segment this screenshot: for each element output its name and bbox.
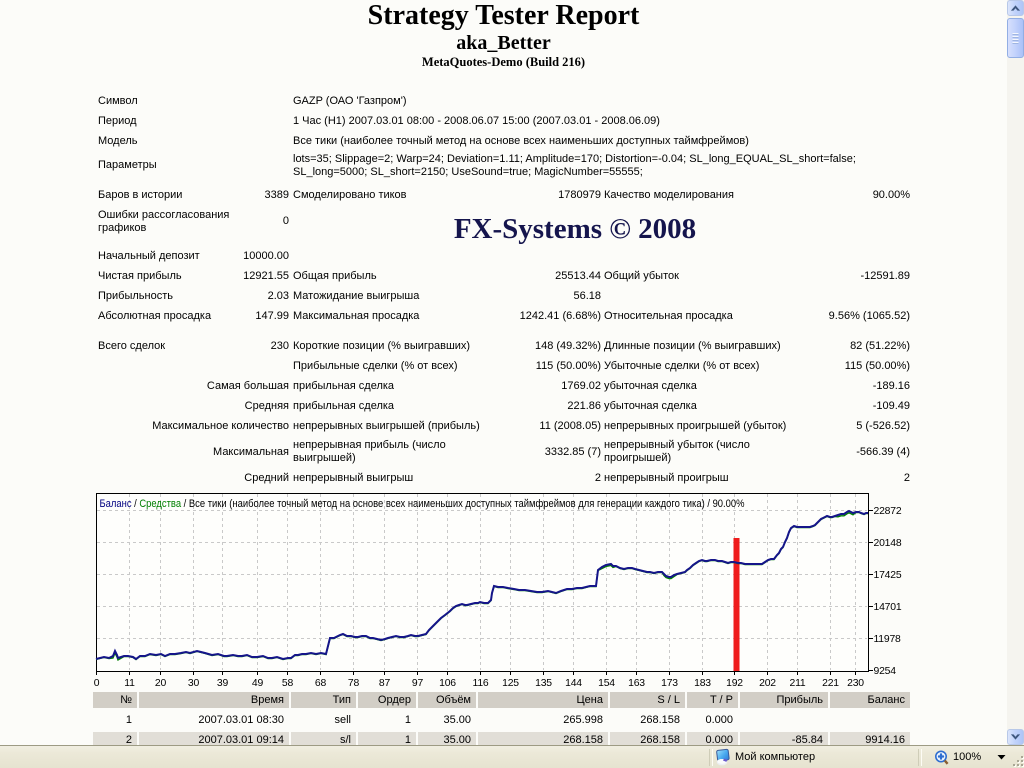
svg-text:125: 125	[502, 678, 519, 689]
svg-text:68: 68	[315, 678, 327, 689]
svg-text:49: 49	[252, 678, 264, 689]
svg-text:39: 39	[217, 678, 229, 689]
svg-text:202: 202	[759, 678, 776, 689]
svg-text:230: 230	[847, 678, 864, 689]
svg-text:183: 183	[694, 678, 711, 689]
svg-text:163: 163	[628, 678, 645, 689]
svg-text:144: 144	[565, 678, 582, 689]
svg-text:Баланс / Средства / Все тики (: Баланс / Средства / Все тики (наиболее т…	[100, 498, 745, 510]
svg-text:14701: 14701	[874, 602, 902, 613]
svg-text:20148: 20148	[874, 538, 902, 549]
svg-text:20: 20	[155, 678, 167, 689]
svg-text:192: 192	[726, 678, 743, 689]
svg-text:97: 97	[412, 678, 424, 689]
svg-text:135: 135	[535, 678, 552, 689]
svg-text:106: 106	[439, 678, 456, 689]
svg-text:116: 116	[473, 678, 489, 689]
svg-text:30: 30	[188, 678, 200, 689]
svg-text:154: 154	[598, 678, 615, 689]
svg-text:78: 78	[348, 678, 360, 689]
svg-text:11: 11	[124, 678, 135, 689]
svg-text:87: 87	[379, 678, 391, 689]
svg-text:22872: 22872	[874, 506, 902, 517]
svg-text:0: 0	[94, 678, 100, 689]
svg-text:221: 221	[822, 678, 839, 689]
svg-text:9254: 9254	[874, 666, 897, 677]
svg-text:211: 211	[790, 678, 806, 689]
svg-text:17425: 17425	[874, 570, 902, 581]
svg-text:11978: 11978	[874, 634, 902, 645]
svg-text:173: 173	[661, 678, 678, 689]
svg-text:58: 58	[282, 678, 294, 689]
